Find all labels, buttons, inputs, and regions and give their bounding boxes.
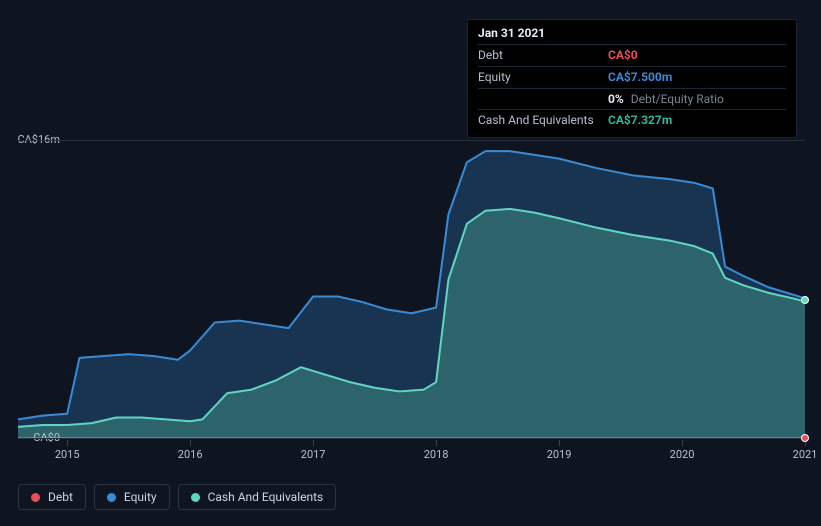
tooltip-date: Jan 31 2021 <box>478 26 786 44</box>
x-axis-label: 2021 <box>793 448 818 461</box>
tooltip-row: Cash And EquivalentsCA$7.327m <box>478 109 786 131</box>
legend-item-equity[interactable]: Equity <box>94 484 170 510</box>
legend-label: Debt <box>48 490 73 504</box>
tooltip-row: EquityCA$7.500m <box>478 66 786 88</box>
tooltip-row-value: CA$7.500m <box>608 69 786 86</box>
legend-swatch <box>31 493 40 502</box>
tooltip-row-value: 0% Debt/Equity Ratio <box>608 91 786 108</box>
tooltip-row: 0% Debt/Equity Ratio <box>478 88 786 110</box>
tooltip-row-label: Cash And Equivalents <box>478 112 608 129</box>
x-tick <box>190 440 191 446</box>
legend-swatch <box>191 493 200 502</box>
tooltip: Jan 31 2021 DebtCA$0EquityCA$7.500m0% De… <box>467 19 797 138</box>
x-tick <box>67 440 68 446</box>
x-axis-label: 2015 <box>55 448 80 461</box>
x-tick <box>682 440 683 446</box>
x-axis-label: 2018 <box>424 448 449 461</box>
x-tick <box>436 440 437 446</box>
legend-item-debt[interactable]: Debt <box>18 484 86 510</box>
x-axis-label: 2017 <box>301 448 326 461</box>
tooltip-rows: DebtCA$0EquityCA$7.500m0% Debt/Equity Ra… <box>478 44 786 131</box>
x-axis: 2015201620172018201920202021 <box>18 440 805 460</box>
end-marker <box>801 434 809 442</box>
x-axis-label: 2016 <box>178 448 203 461</box>
chart-plot[interactable] <box>18 140 805 438</box>
x-tick <box>313 440 314 446</box>
legend-swatch <box>107 493 116 502</box>
legend: Debt Equity Cash And Equivalents <box>18 484 336 510</box>
legend-label: Cash And Equivalents <box>208 490 324 504</box>
x-axis-label: 2019 <box>547 448 572 461</box>
gridline <box>18 438 805 439</box>
x-axis-label: 2020 <box>670 448 695 461</box>
x-tick <box>559 440 560 446</box>
tooltip-row-label <box>478 91 608 108</box>
tooltip-row-value: CA$7.327m <box>608 112 786 129</box>
tooltip-row: DebtCA$0 <box>478 44 786 66</box>
tooltip-row-value: CA$0 <box>608 47 786 64</box>
end-marker <box>801 296 809 304</box>
legend-label: Equity <box>124 490 157 504</box>
tooltip-row-label: Equity <box>478 69 608 86</box>
tooltip-row-suffix: Debt/Equity Ratio <box>628 92 724 106</box>
tooltip-row-label: Debt <box>478 47 608 64</box>
gridline <box>18 140 805 141</box>
legend-item-cash[interactable]: Cash And Equivalents <box>178 484 337 510</box>
